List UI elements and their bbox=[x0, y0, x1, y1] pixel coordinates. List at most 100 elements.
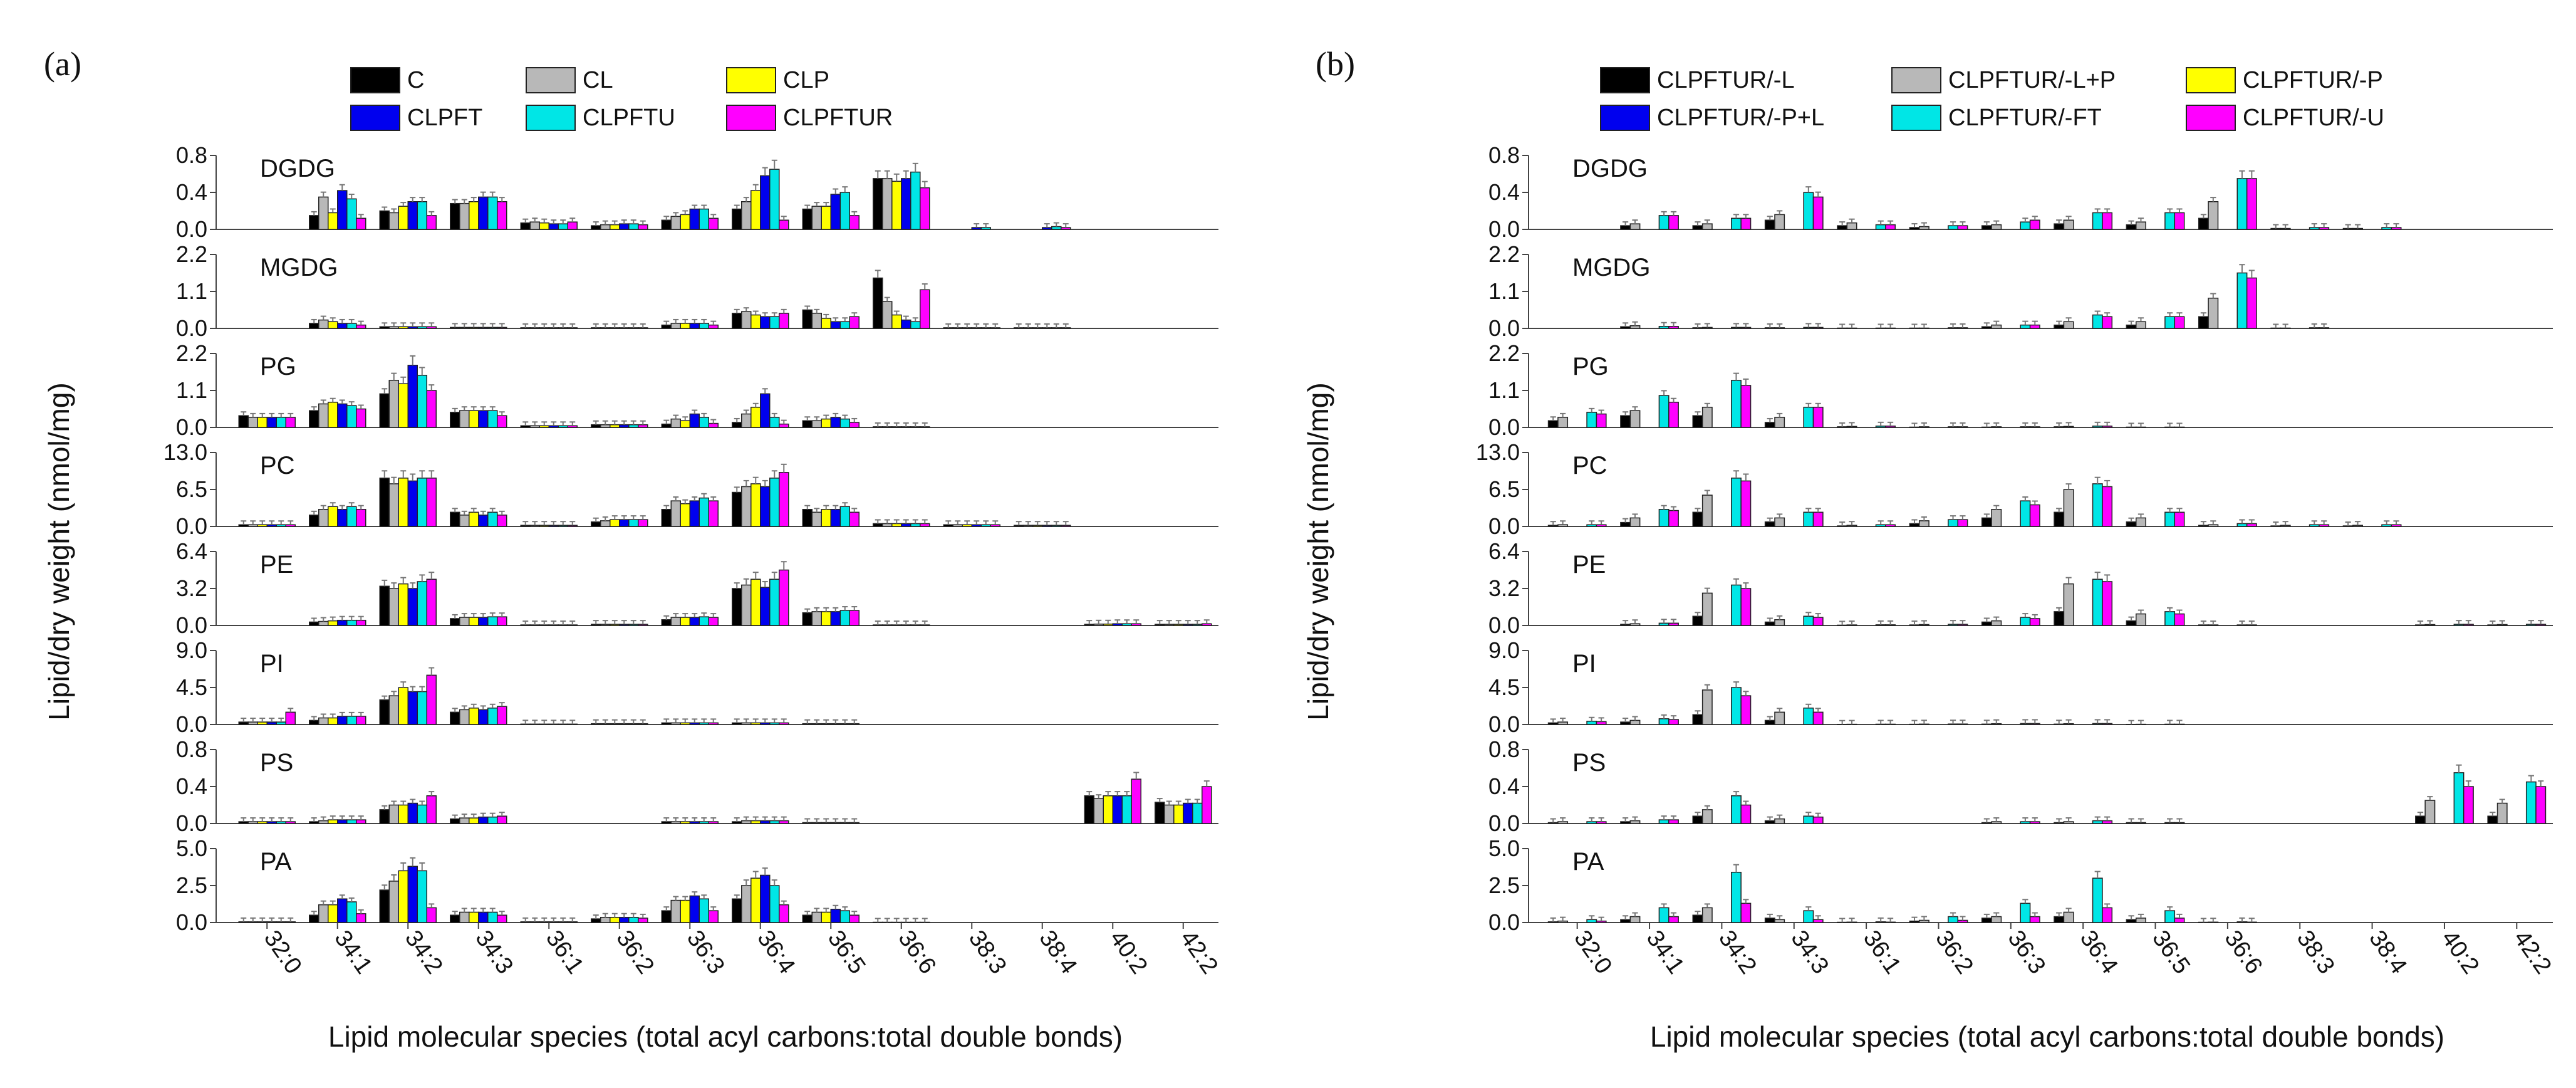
bar-pg-36:3-CLPFT bbox=[689, 413, 700, 428]
bar-pc-32:0-CLP bbox=[257, 524, 267, 527]
bar-mgdg-36:4-CLPFTU bbox=[769, 316, 780, 329]
x-tick-label-36:6: 36:6 bbox=[893, 926, 941, 979]
bar-pe-40:2-CLPFTUR bbox=[1131, 623, 1141, 626]
bar-pi-34:1-CLPFTUR/-FT bbox=[1658, 718, 1670, 725]
bar-pc-38:3-CLPFTUR bbox=[990, 524, 1000, 527]
bar-pc-36:2-CL bbox=[600, 520, 611, 527]
bar-pg-34:1-C bbox=[309, 410, 319, 428]
bar-pe-40:2-CLPFTUR/-FT bbox=[2453, 624, 2464, 626]
y-tick-label: 5.0 bbox=[1488, 835, 1520, 861]
bar-mgdg-36:3-CLPFTUR/-L bbox=[1981, 326, 1992, 329]
class-label-pg: PG bbox=[260, 353, 296, 380]
bar-pa-36:6-CLPFTUR/-U bbox=[2246, 921, 2257, 923]
bar-pa-36:3-CLPFTUR/-L bbox=[1981, 918, 1992, 923]
bar-dgdg-36:5-CLPFTUR bbox=[849, 215, 860, 230]
y-tick-label: 2.2 bbox=[176, 241, 207, 267]
bar-ps-36:3-CLPFTUR/-L+P bbox=[1991, 821, 2002, 824]
bar-pa-34:1-C bbox=[309, 914, 319, 923]
bar-ps-34:2-CLPFTUR/-FT bbox=[1731, 795, 1742, 824]
bar-pi-36:3-CLP bbox=[680, 722, 690, 725]
x-tick-label-32:0: 32:0 bbox=[259, 926, 307, 979]
bar-ps-36:3-CLP bbox=[680, 821, 690, 824]
legend-item-clpftur-ft: CLPFTUR/-FT bbox=[1891, 105, 2102, 131]
bar-pg-36:2-C bbox=[591, 424, 601, 428]
bar-ps-36:5-C bbox=[802, 822, 813, 824]
bar-pa-34:3-CLPFTUR/-U bbox=[1812, 919, 1824, 923]
bar-pi-34:2-CLPFTU bbox=[417, 691, 427, 725]
bar-pg-36:4-CLP bbox=[750, 407, 761, 428]
bar-dgdg-34:3-CLPFTUR bbox=[497, 201, 507, 230]
bar-pg-36:5-CLPFTU bbox=[839, 418, 850, 428]
legend-swatch bbox=[1891, 105, 1941, 131]
bar-pc-36:3-C bbox=[661, 509, 672, 527]
bar-mgdg-34:1-CLPFTUR/-U bbox=[1668, 326, 1679, 329]
bar-dgdg-38:4-CLPFTU bbox=[1051, 226, 1062, 230]
bar-ps-36:4-CLPFT bbox=[760, 820, 771, 824]
bar-pi-34:3-CLPFTUR bbox=[497, 706, 507, 725]
bar-dgdg-36:2-C bbox=[591, 225, 601, 230]
bar-pe-34:1-CLPFTUR/-FT bbox=[1658, 622, 1670, 626]
x-tick-label-42:2: 42:2 bbox=[2508, 926, 2557, 979]
bar-pg-34:1-CLP bbox=[328, 402, 338, 428]
bar-pa-36:2-C bbox=[591, 918, 601, 923]
bar-pc-36:3-CLPFTUR/-FT bbox=[2020, 500, 2031, 527]
bar-ps-36:4-CLPFTU bbox=[769, 820, 780, 824]
class-label-pa: PA bbox=[260, 848, 292, 876]
y-tick-label: 9.0 bbox=[1488, 637, 1520, 663]
bar-pa-34:2-CLP bbox=[398, 870, 408, 923]
bar-pe-36:3-CLPFTU bbox=[699, 616, 709, 626]
bar-dgdg-38:3-CLPFTUR/-FT bbox=[2309, 227, 2320, 230]
bar-pg-34:2-CLPFTUR/-L+P bbox=[1701, 407, 1713, 428]
bar-mgdg-36:5-CLPFTU bbox=[839, 321, 850, 329]
bar-ps-42:2-CLPFT bbox=[1183, 802, 1193, 824]
y-tick-label: 6.5 bbox=[1488, 476, 1520, 502]
bar-dgdg-34:2-CLPFTU bbox=[417, 201, 427, 230]
bar-pa-36:4-CLPFTUR/-L+P bbox=[2063, 911, 2074, 923]
bar-pc-36:5-C bbox=[802, 509, 813, 527]
bar-ps-40:2-CLPFTUR/-U bbox=[2463, 786, 2474, 824]
y-tick-label: 0.4 bbox=[176, 179, 207, 205]
bar-pe-36:4-CLPFTUR bbox=[779, 569, 789, 626]
bar-dgdg-38:3-CLPFTUR/-U bbox=[2319, 227, 2330, 230]
bar-mgdg-34:1-CLPFTUR/-FT bbox=[1658, 326, 1670, 329]
bar-mgdg-36:5-CLPFTUR/-FT bbox=[2164, 316, 2176, 329]
bar-dgdg-36:1-CLPFT bbox=[548, 223, 559, 230]
bar-pa-36:1-C bbox=[520, 921, 531, 923]
legend-swatch bbox=[1891, 67, 1941, 93]
bar-pc-36:3-CL bbox=[670, 500, 681, 527]
bar-pe-36:4-CLPFTU bbox=[769, 578, 780, 626]
x-tick-label-38:3: 38:3 bbox=[963, 926, 1012, 979]
bar-pc-34:3-CLP bbox=[469, 511, 479, 527]
bar-ps-34:2-C bbox=[379, 809, 390, 824]
bar-ps-36:4-CLPFTUR/-L+P bbox=[2063, 821, 2074, 824]
bar-pg-32:0-C bbox=[238, 415, 249, 428]
bar-pc-36:4-CLPFTUR/-U bbox=[2102, 486, 2113, 527]
bar-ps-40:2-CLPFT bbox=[1112, 795, 1123, 824]
bar-pc-36:2-CLPFTUR/-L+P bbox=[1918, 520, 1929, 527]
bar-pc-36:3-CLPFTUR/-L+P bbox=[1991, 509, 2002, 527]
bar-pi-34:1-CLP bbox=[328, 717, 338, 725]
bar-pc-36:5-CLPFTUR/-L bbox=[2126, 521, 2137, 527]
bar-pi-32:0-CLPFTUR/-FT bbox=[1586, 721, 1597, 725]
bar-dgdg-34:1-CLPFTUR bbox=[356, 217, 366, 230]
bar-ps-42:2-CLP bbox=[1173, 804, 1184, 824]
x-tick-label-36:4: 36:4 bbox=[2075, 926, 2123, 979]
bar-dgdg-38:4-CLPFTUR bbox=[1061, 227, 1071, 230]
bar-dgdg-36:1-CLPFTUR/-U bbox=[1885, 224, 1896, 230]
class-label-pe: PE bbox=[1572, 551, 1606, 578]
bar-pc-36:1-CL bbox=[529, 525, 540, 527]
bar-mgdg-34:2-CLP bbox=[398, 326, 408, 329]
bar-pa-34:3-CLPFTU bbox=[487, 911, 498, 923]
bar-pc-36:4-CLPFTUR/-FT bbox=[2092, 483, 2103, 527]
bar-pc-38:4-CLPFTU bbox=[1051, 525, 1062, 527]
bar-dgdg-36:4-CLPFTUR/-FT bbox=[2092, 212, 2103, 230]
bar-pi-34:1-CL bbox=[318, 717, 329, 725]
bar-pa-36:4-C bbox=[732, 898, 742, 923]
bar-pc-34:1-CLP bbox=[328, 506, 338, 527]
bar-ps-34:2-CLPFTUR/-L+P bbox=[1701, 809, 1713, 824]
bar-pe-42:2-CLPFTUR/-FT bbox=[2525, 624, 2537, 626]
bar-pc-36:3-CLPFTUR/-L bbox=[1981, 517, 1992, 527]
bar-mgdg-36:3-C bbox=[661, 324, 672, 329]
bar-dgdg-36:1-CLPFTUR/-L bbox=[1837, 225, 1848, 230]
